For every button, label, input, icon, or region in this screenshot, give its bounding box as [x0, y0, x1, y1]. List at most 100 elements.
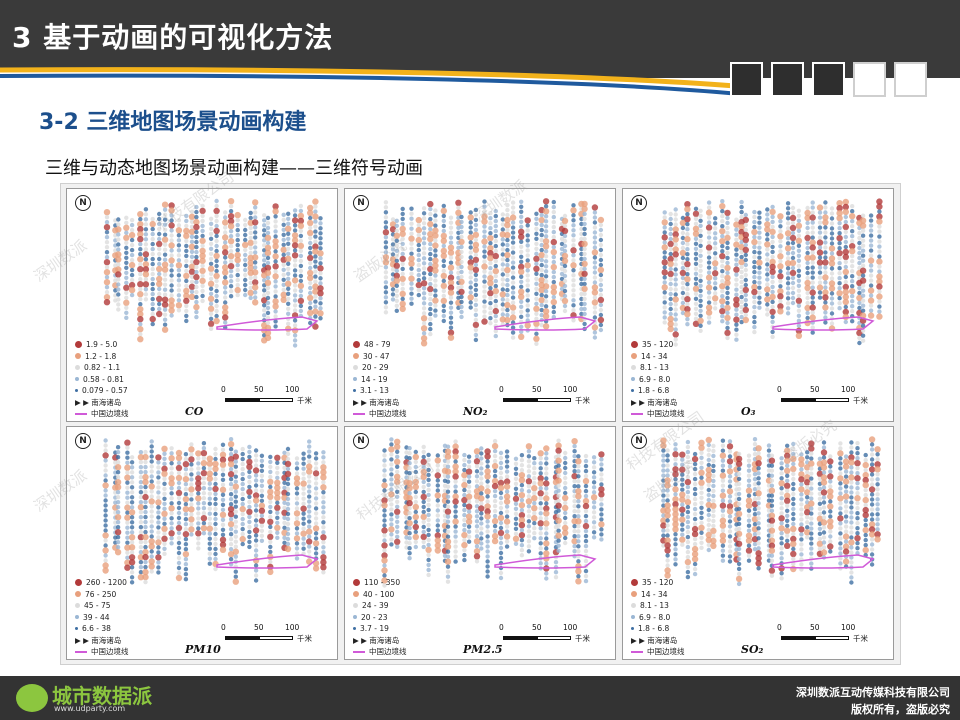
symbol-dot: [706, 487, 711, 493]
symbol-dot: [685, 554, 691, 560]
symbol-dot: [123, 299, 130, 306]
symbol-dot: [252, 557, 260, 564]
symbol-dot: [301, 471, 306, 476]
symbol-dot: [493, 223, 498, 229]
symbol-dot: [129, 580, 135, 585]
symbol-dot: [223, 230, 228, 235]
symbol-dot: [768, 527, 776, 534]
slide-nav-box-1: [730, 62, 763, 97]
legend-label: 0.079 - 0.57: [82, 386, 128, 395]
symbol-dot: [142, 266, 150, 273]
symbol-dot: [413, 529, 418, 535]
symbol-dot: [673, 262, 678, 267]
symbol-dot: [265, 320, 271, 326]
symbol-dot: [285, 496, 291, 502]
symbol-dot: [253, 533, 259, 538]
symbol-dot: [420, 315, 428, 322]
symbol-dot: [307, 454, 312, 459]
symbol-dot: [504, 509, 510, 514]
symbol-dot: [572, 464, 577, 469]
symbol-dot: [576, 469, 581, 474]
symbol-dot: [571, 218, 576, 223]
symbol-dot: [798, 526, 805, 533]
symbol-dot: [168, 222, 175, 229]
symbol-dot: [562, 233, 568, 239]
symbol-dot: [720, 543, 726, 548]
scale-tick-label: 100: [563, 623, 578, 632]
symbol-dot: [855, 521, 860, 526]
symbol-dot: [769, 503, 775, 508]
symbol-dot: [673, 557, 678, 562]
symbol-dot: [693, 276, 699, 281]
symbol-dot: [285, 481, 291, 487]
symbol-dot: [143, 464, 148, 470]
symbol-dot: [770, 299, 775, 305]
symbol-dot: [199, 252, 206, 260]
symbol-dot: [757, 220, 762, 225]
symbol-dot: [745, 487, 753, 494]
symbol-dot: [571, 233, 576, 238]
symbol-dot: [394, 268, 399, 273]
symbol-dot: [537, 475, 544, 482]
symbol-dot: [413, 539, 418, 545]
symbol-dot: [453, 504, 458, 509]
symbol-dot: [720, 548, 726, 553]
symbol-dot: [258, 517, 266, 524]
symbol-dot: [735, 460, 743, 468]
symbol-dot: [667, 270, 674, 278]
symbol-dot: [194, 309, 199, 315]
symbol-dot: [183, 297, 190, 305]
symbol-dot: [735, 530, 743, 538]
symbol-dot: [576, 534, 581, 539]
symbol-dot: [485, 529, 490, 534]
symbol-dot: [125, 525, 130, 530]
symbol-dot: [555, 502, 562, 509]
symbol-dot: [526, 534, 532, 539]
symbol-dot: [796, 218, 802, 223]
symbol-dot: [466, 484, 472, 489]
symbol-dot: [843, 239, 848, 245]
symbol-dot: [206, 455, 213, 462]
symbol-dot: [444, 543, 452, 550]
symbol-dot: [200, 283, 205, 289]
symbol-dot: [698, 258, 703, 263]
symbol-dot: [855, 466, 860, 471]
symbol-dot: [243, 217, 248, 223]
symbol-dot: [504, 514, 510, 519]
symbol-dot: [790, 300, 796, 306]
symbol-dot: [579, 221, 584, 227]
symbol-dot: [103, 538, 108, 543]
symbol-dot: [561, 257, 569, 265]
symbol-dot: [757, 265, 762, 270]
symbol-dot: [698, 308, 703, 313]
symbol-dot: [817, 210, 823, 215]
symbol-dot: [493, 293, 498, 299]
symbol-dot: [736, 536, 742, 542]
symbol-dot: [526, 524, 532, 529]
symbol-dot: [235, 247, 240, 253]
symbol-dot: [668, 226, 673, 232]
symbol-dot: [525, 283, 530, 288]
symbol-dot: [253, 290, 258, 295]
symbol-dot: [253, 250, 258, 255]
symbol-dot: [505, 297, 510, 303]
symbol-dot: [869, 552, 875, 557]
symbol-dot: [791, 441, 796, 447]
legend-label: 260 - 1200: [86, 578, 127, 587]
symbol-dot: [162, 451, 167, 456]
symbol-dot: [441, 268, 446, 274]
symbol-dot: [189, 512, 194, 517]
symbol-dot: [467, 234, 474, 241]
symbol-dot: [576, 479, 581, 484]
symbol-dot: [194, 284, 199, 290]
symbol-dot: [799, 502, 804, 507]
symbol-dot: [479, 491, 484, 496]
symbol-dot: [777, 233, 784, 240]
symbol-dot: [307, 534, 312, 539]
symbol-dot: [292, 258, 298, 263]
symbol-dot: [453, 489, 458, 494]
symbol-dot: [482, 249, 487, 254]
symbol-dot: [543, 204, 549, 209]
symbol-dot: [525, 248, 530, 253]
symbol-dot: [805, 300, 810, 306]
